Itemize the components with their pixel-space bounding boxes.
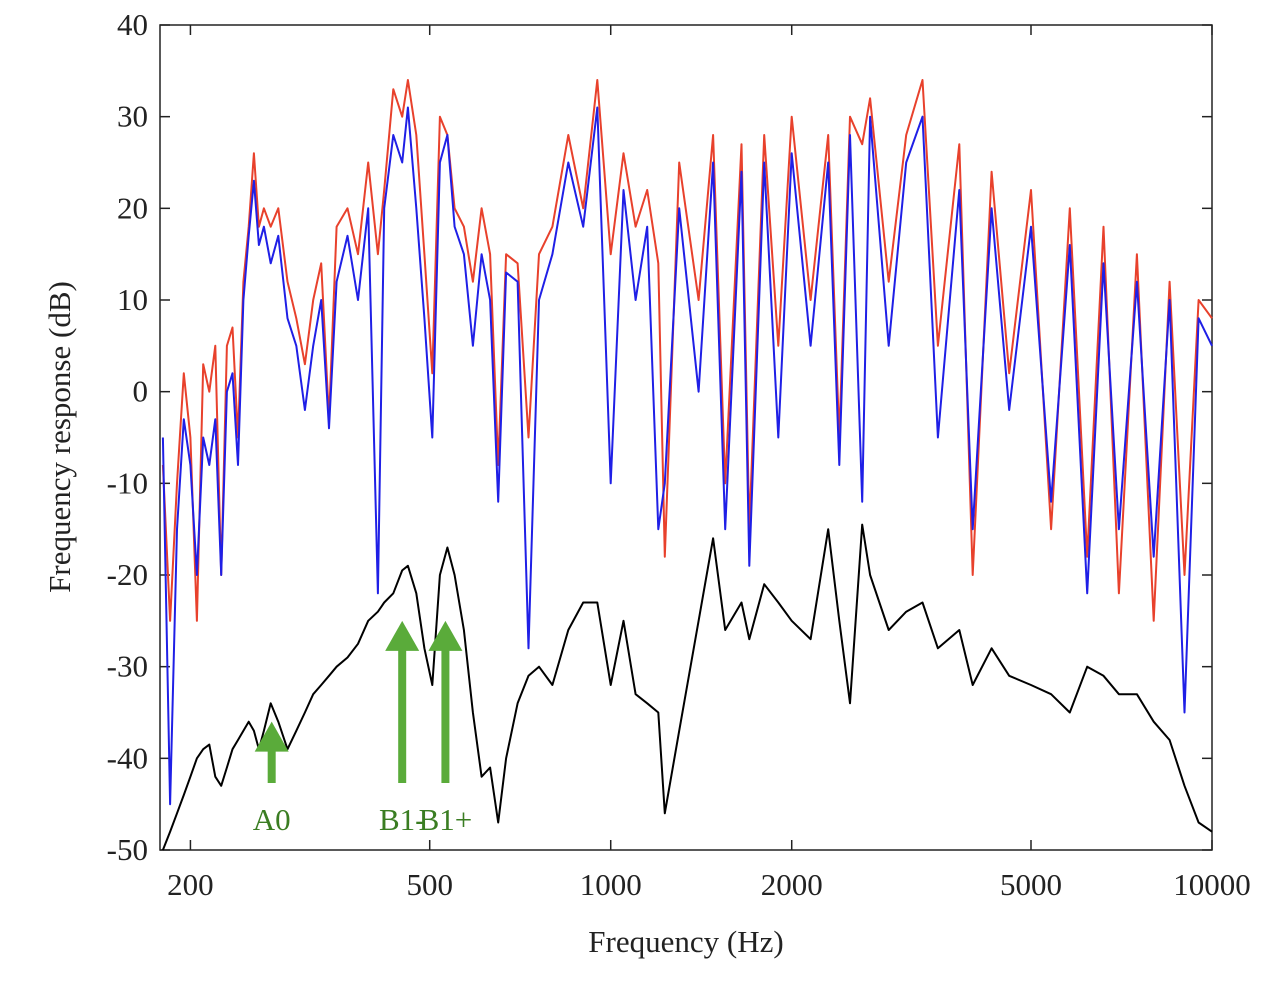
annotation-arrowhead [428,620,463,651]
plot-frame [159,24,1213,851]
x-tick-label: 1000 [580,867,642,902]
y-tick-label: 20 [117,190,148,225]
y-axis-label: Frequency response (dB) [42,281,77,593]
x-tick-label: 10000 [1173,867,1251,902]
series-line [161,79,1213,622]
y-tick-label: -30 [107,649,148,684]
annotation-arrowhead [385,620,420,651]
y-tick-label: 40 [117,7,148,42]
series-line [161,523,1213,851]
x-tick-label: 5000 [1000,867,1062,902]
y-tick-label: -50 [107,832,148,867]
annotation-label: B1- [379,802,426,837]
y-tick-label: -10 [107,465,148,500]
annotation-label: A0 [253,802,291,837]
y-tick-label: 0 [133,374,149,409]
annotation-label: B1+ [419,802,473,837]
x-tick-label: 2000 [761,867,823,902]
annotation-arrowhead [254,721,289,752]
x-tick-label: 200 [167,867,214,902]
series-line [161,106,1213,806]
y-tick-label: -20 [107,557,148,592]
y-tick-label: -40 [107,740,148,775]
y-tick-label: 30 [117,99,148,134]
y-tick-label: 10 [117,282,148,317]
x-tick-label: 500 [406,867,453,902]
x-axis-label: Frequency (Hz) [588,924,783,959]
